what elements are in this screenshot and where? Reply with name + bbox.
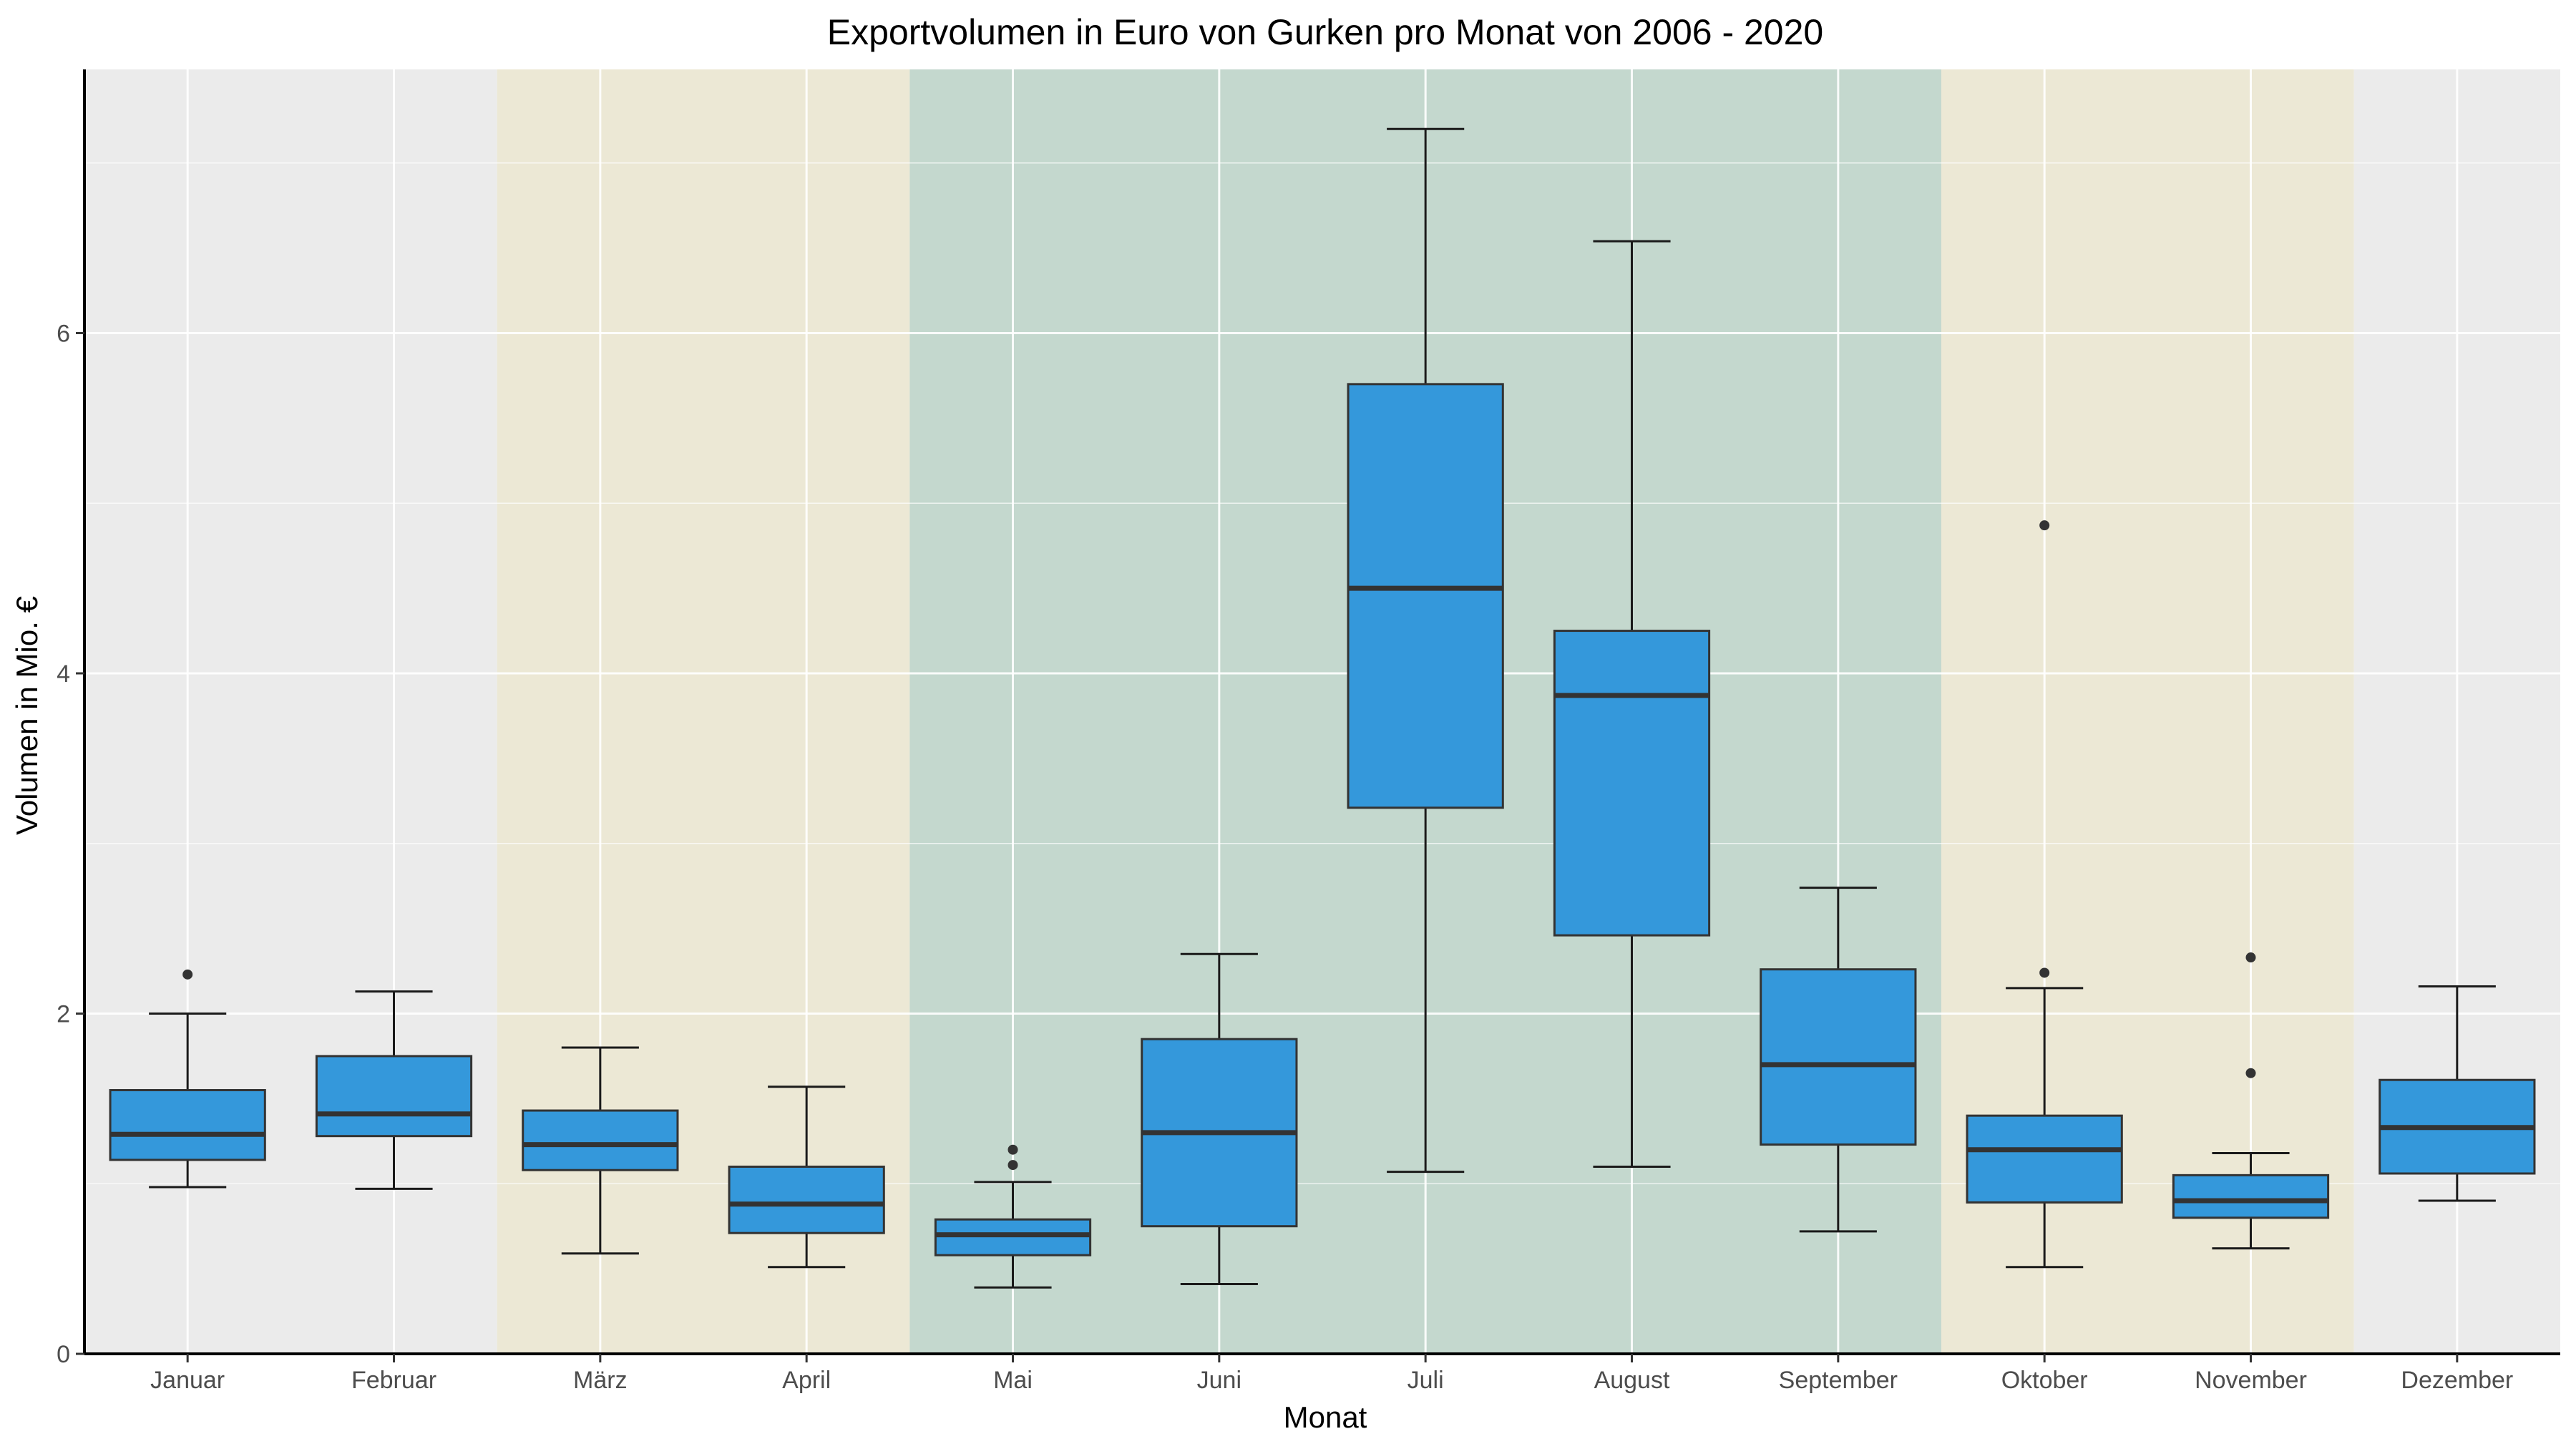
x-tick-label: Dezember [2401,1367,2513,1394]
outlier-point [2245,952,2256,963]
x-tick-label: September [1779,1367,1898,1394]
box-august [1553,240,1711,1168]
y-tick-label: 4 [57,660,70,688]
box-februar [315,990,473,1190]
box-oktober [1966,520,2123,1269]
y-tick-label: 2 [57,1001,70,1028]
outlier-point [182,969,193,980]
box-januar [109,969,266,1189]
outlier-point [2039,520,2050,531]
chart-title: Exportvolumen in Euro von Gurken pro Mon… [827,12,1823,52]
box-body [934,1218,1092,1257]
x-tick-label: April [782,1367,831,1394]
x-axis-title: Monat [1284,1400,1367,1434]
x-tick-label: März [573,1367,628,1394]
box-mai [934,1144,1092,1289]
box-body [109,1088,266,1161]
box-body [522,1109,679,1171]
x-tick-label: Juli [1407,1367,1444,1394]
box-body [728,1165,885,1234]
x-tick-label: Mai [993,1367,1033,1394]
box-juli [1347,127,1504,1174]
box-body [315,1055,473,1138]
tick-labels: 0 2 4 6 Januar Februar März April Mai Juni Juli Aug… [57,321,2513,1394]
box-märz [522,1046,679,1255]
box-body [1760,968,1917,1146]
box-body [1347,383,1504,809]
box-series [109,127,2536,1289]
outlier-point [2245,1068,2256,1078]
box-september [1760,887,1917,1233]
outlier-point [2039,967,2050,978]
box-body [2172,1174,2330,1219]
x-tick-label: August [1594,1367,1670,1394]
y-tick-label: 6 [57,321,70,348]
x-tick-label: Juni [1197,1367,1241,1394]
season-bands [84,69,2560,1354]
box-april [728,1085,885,1269]
x-tick-label: November [2195,1367,2307,1394]
box-body [1966,1114,2123,1204]
x-tick-label: Oktober [2001,1367,2088,1394]
box-dezember [2379,985,2536,1202]
y-axis-title: Volumen in Mio. € [10,596,44,835]
box-body [1553,630,1711,937]
y-tick-label: 0 [57,1341,70,1368]
box-november [2172,952,2330,1250]
box-juni [1141,952,1298,1286]
axes [83,69,2560,1355]
x-tick-label: Januar [150,1367,225,1394]
outlier-point [1008,1160,1018,1171]
season-band-0 [84,69,497,1354]
x-tick-label: Februar [351,1367,436,1394]
outlier-point [1008,1144,1018,1155]
